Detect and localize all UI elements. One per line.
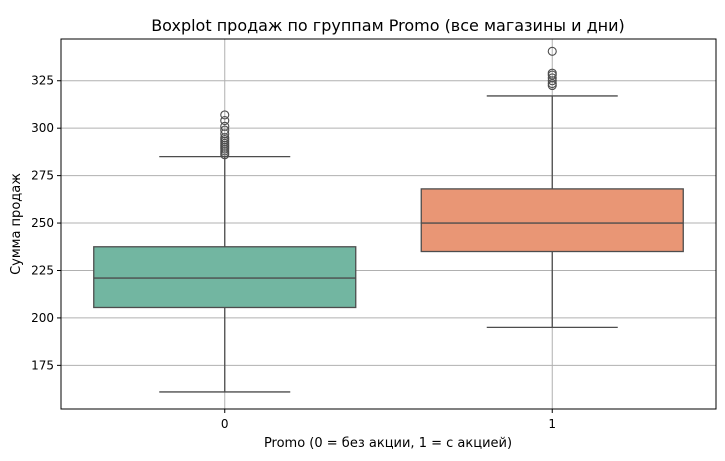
outlier-point	[220, 121, 230, 131]
plot-frame	[60, 38, 717, 410]
outlier-point	[547, 73, 557, 83]
x-tick-label: 1	[548, 417, 556, 431]
x-tick-label: 0	[221, 417, 229, 431]
outlier-point	[220, 116, 230, 126]
y-tick-label: 275	[31, 169, 54, 183]
box-group-1	[420, 46, 684, 329]
y-tick-label: 250	[31, 216, 54, 230]
box-iqr	[420, 188, 684, 253]
boxes-group	[93, 46, 684, 393]
outlier-point	[220, 125, 230, 135]
outlier-point	[220, 110, 230, 120]
y-tick-label: 200	[31, 311, 54, 325]
box-iqr	[93, 246, 357, 309]
tick-group: 175 200 225 250 275 300 325 0 1	[31, 74, 556, 431]
outlier-point	[547, 46, 557, 56]
chart-title: Boxplot продаж по группам Promo (все маг…	[151, 16, 625, 35]
y-tick-label: 175	[31, 358, 54, 372]
y-axis-label: Сумма продаж	[9, 173, 24, 275]
y-tick-label: 300	[31, 121, 54, 135]
outlier-point	[547, 68, 557, 78]
box-group-0	[93, 110, 357, 393]
y-tick-label: 325	[31, 74, 54, 88]
x-axis-label: Promo (0 = без акции, 1 = с акцией)	[264, 436, 512, 451]
y-tick-label: 225	[31, 263, 54, 277]
